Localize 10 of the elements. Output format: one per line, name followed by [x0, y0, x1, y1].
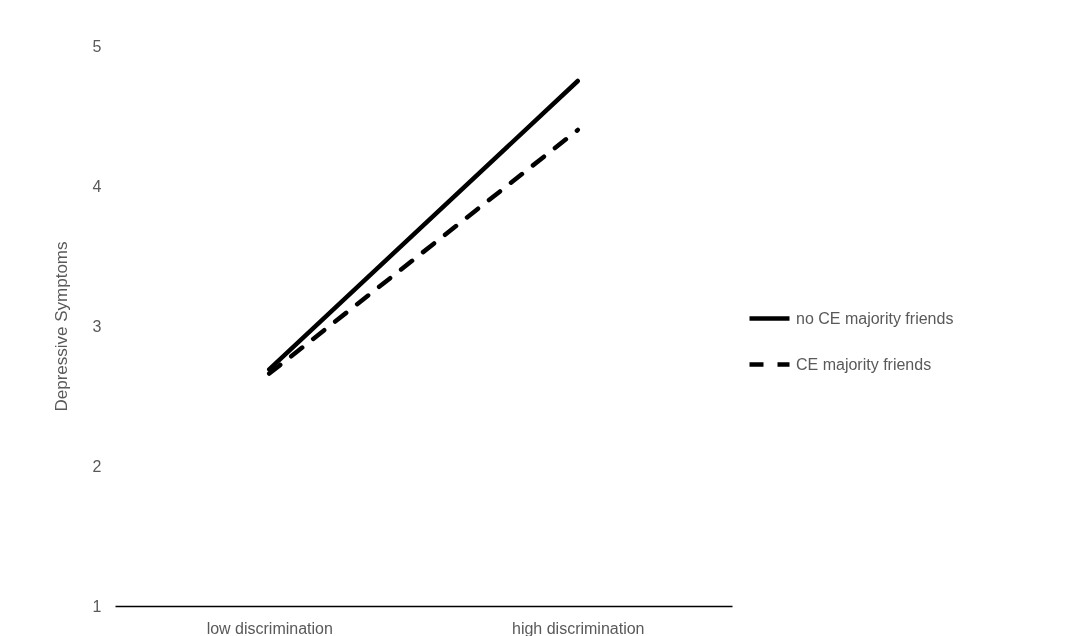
legend-label: CE majority friends	[796, 355, 932, 373]
y-tick-label: 3	[92, 317, 102, 335]
y-axis-title: Depressive Symptoms	[51, 241, 71, 412]
y-tick-label: 4	[92, 177, 102, 195]
y-tick-label: 2	[92, 457, 102, 475]
x-tick-label: low discrimination	[206, 619, 333, 636]
y-tick-label: 1	[92, 597, 102, 615]
legend-label: no CE majority friends	[796, 309, 954, 327]
x-tick-label: high discrimination	[511, 619, 645, 636]
y-tick-label: 5	[92, 37, 102, 55]
